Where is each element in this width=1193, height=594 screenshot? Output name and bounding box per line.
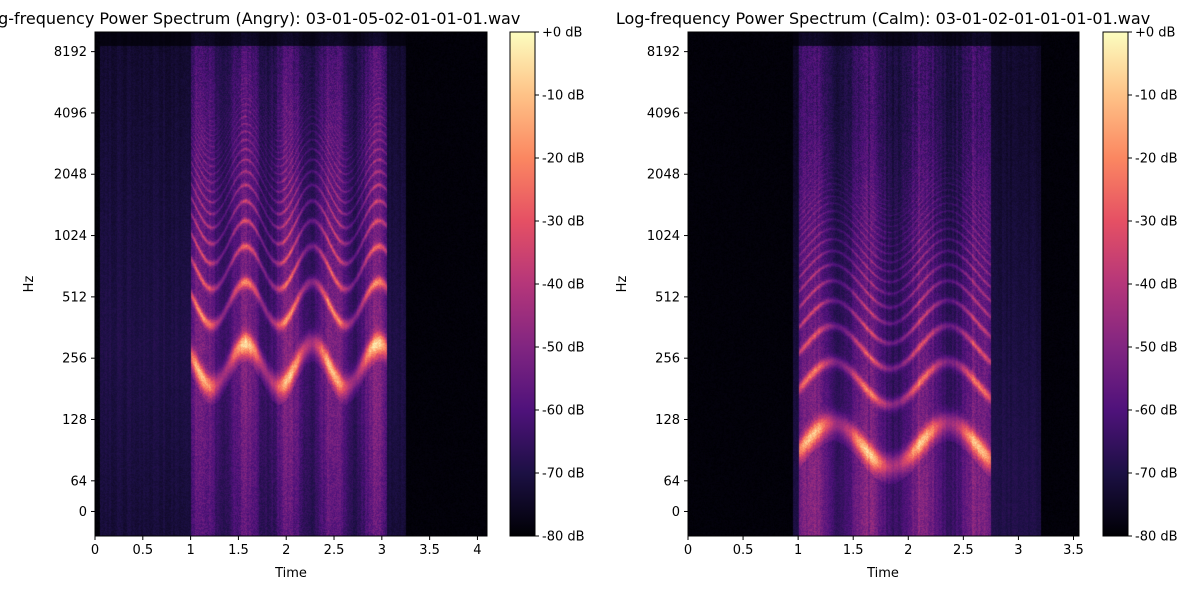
colorbar-tick-label: -10 dB: [1135, 89, 1178, 104]
y-tick-label: 4096: [647, 106, 680, 121]
colorbar-tick-label: -20 dB: [542, 152, 585, 167]
x-tick-label: 1.5: [228, 543, 249, 558]
y-tick-label: 256: [62, 352, 87, 367]
y-tick-label: 0: [672, 505, 680, 520]
x-tick-label: 1: [186, 543, 194, 558]
y-axis-label-calm: Hz: [615, 276, 630, 293]
panel-calm: Log-frequency Power Spectrum (Calm): 03-…: [615, 9, 1178, 581]
y-axis-label-angry: Hz: [22, 276, 37, 293]
spectrogram-calm: [688, 32, 1079, 536]
x-tick-label: 0: [91, 543, 99, 558]
y-tick-label: 2048: [54, 168, 87, 183]
y-tick-label: 512: [655, 290, 680, 305]
colorbar-tick-label: -40 dB: [1135, 278, 1178, 293]
y-tick-label: 64: [663, 474, 680, 489]
y-tick-label: 1024: [647, 229, 680, 244]
colorbar-tick-label: -10 dB: [542, 89, 585, 104]
colorbar-tick-label: -70 dB: [542, 467, 585, 482]
chart-title-calm: Log-frequency Power Spectrum (Calm): 03-…: [616, 9, 1150, 28]
x-tick-label: 0.5: [733, 543, 754, 558]
colorbar-tick-label: -30 dB: [1135, 215, 1178, 230]
colorbar-tick-label: -70 dB: [1135, 467, 1178, 482]
x-tick-label: 4: [473, 543, 481, 558]
y-tick-label: 2048: [647, 168, 680, 183]
plot-frame-angry: [94, 31, 488, 537]
panel-angry: Log-frequency Power Spectrum (Angry): 03…: [0, 9, 585, 581]
x-tick-label: 2.5: [953, 543, 974, 558]
y-ticks-angry: 064128256512102420484096819216384: [54, 45, 95, 520]
x-tick-label: 2.5: [324, 543, 345, 558]
colorbar-tick-label: +0 dB: [1135, 26, 1175, 41]
colorbar-tick-label: -40 dB: [542, 278, 585, 293]
y-tick-label: 4096: [54, 106, 87, 121]
x-tick-label: 1.5: [843, 543, 864, 558]
y-tick-label: 64: [70, 474, 87, 489]
y-tick-label: 128: [655, 413, 680, 428]
x-tick-label: 2: [904, 543, 912, 558]
colorbar-tick-label: -60 dB: [542, 404, 585, 419]
x-tick-label: 3: [378, 543, 386, 558]
x-tick-label: 3: [1014, 543, 1022, 558]
plot-frame-calm: [687, 31, 1080, 537]
y-tick-label: 8192: [54, 45, 87, 60]
colorbar-tick-label: +0 dB: [542, 26, 582, 41]
x-ticks-angry: 0 0.5 1 1.5 2 2.5 3 3.5 4: [91, 536, 482, 558]
y-tick-label: 128: [62, 413, 87, 428]
x-tick-label: 3.5: [419, 543, 440, 558]
colorbar-tick-label: -50 dB: [542, 341, 585, 356]
colorbar-tick-label: -80 dB: [1135, 530, 1178, 545]
colorbar-tick-label: -20 dB: [1135, 152, 1178, 167]
colorbar-ticks-angry: +0 dB -10 dB -20 dB -30 dB -40 dB -50 dB -60 d…: [535, 26, 585, 545]
y-tick-label: 1024: [54, 229, 87, 244]
colorbar-calm: [1102, 31, 1129, 537]
x-tick-label: 1: [794, 543, 802, 558]
y-tick-label: 0: [79, 505, 87, 520]
colorbar-tick-label: -60 dB: [1135, 404, 1178, 419]
y-ticks-calm: 064128256512102420484096819216384: [647, 45, 688, 520]
y-tick-label: 256: [655, 352, 680, 367]
colorbar-tick-label: -50 dB: [1135, 341, 1178, 356]
y-tick-label: 512: [62, 290, 87, 305]
x-tick-label: 3.5: [1063, 543, 1084, 558]
chart-title-angry: Log-frequency Power Spectrum (Angry): 03…: [0, 9, 520, 28]
colorbar-angry: [509, 31, 536, 537]
colorbar-tick-label: -80 dB: [542, 530, 585, 545]
spectrogram-angry: [95, 32, 487, 536]
x-tick-label: 0: [684, 543, 692, 558]
x-axis-label-angry: Time: [274, 566, 307, 581]
x-ticks-calm: 0 0.5 1 1.5 2 2.5 3 3.5: [684, 536, 1084, 558]
colorbar-ticks-calm: +0 dB -10 dB -20 dB -30 dB -40 dB -50 dB -60 d…: [1128, 26, 1178, 545]
x-axis-label-calm: Time: [866, 566, 899, 581]
colorbar-tick-label: -30 dB: [542, 215, 585, 230]
x-tick-label: 0.5: [132, 543, 153, 558]
y-tick-label: 8192: [647, 45, 680, 60]
x-tick-label: 2: [282, 543, 290, 558]
